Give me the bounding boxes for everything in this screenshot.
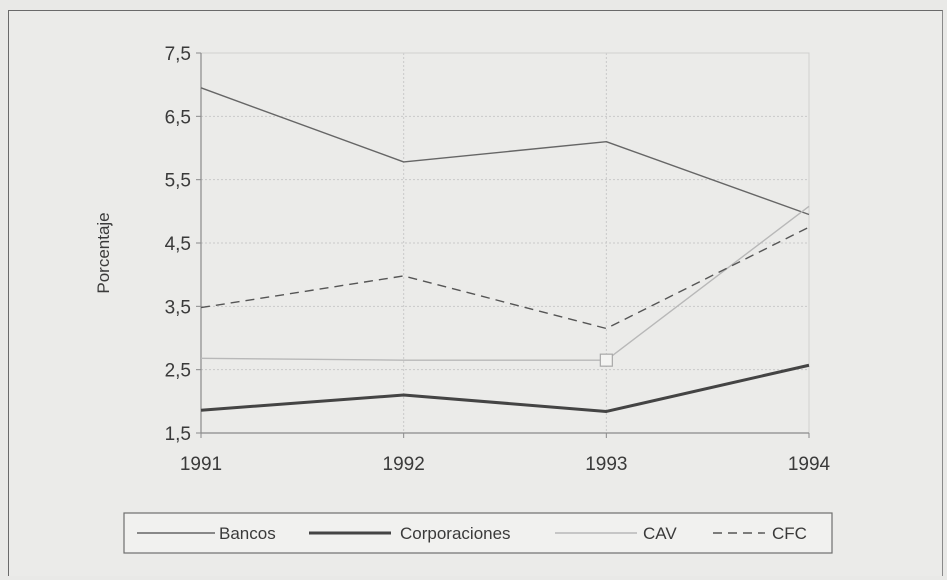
legend-label-cav: CAV	[643, 524, 677, 543]
legend: Bancos Corporaciones CAV CFC	[123, 512, 833, 554]
y-tick-label: 4,5	[165, 234, 191, 255]
line-chart: 1,5 2,5 3,5 4,5 5,5 6,5 7,5 1991 1992 1993 1994 P…	[94, 44, 833, 554]
y-tick-label: 6,5	[165, 107, 191, 128]
x-tick-label: 1993	[585, 454, 627, 475]
series-line-corporaciones	[200, 363, 810, 413]
y-tick-label: 1,5	[165, 424, 191, 445]
series-marker-cav	[599, 353, 613, 367]
x-tick-label: 1994	[788, 454, 831, 475]
legend-label-cfc: CFC	[772, 524, 807, 543]
legend-label-corporaciones: Corporaciones	[400, 524, 511, 543]
x-tick-label: 1992	[383, 454, 425, 475]
grid	[200, 52, 810, 434]
x-tick-labels: 1991 1992 1993 1994	[180, 433, 831, 475]
y-axis-title: Porcentaje	[94, 212, 113, 293]
chart-frame: 1,5 2,5 3,5 4,5 5,5 6,5 7,5 1991 1992 1993 1994 P…	[8, 10, 943, 576]
series-line-cfc	[200, 226, 810, 330]
y-tick-label: 2,5	[165, 361, 191, 382]
series-line-cav	[200, 205, 810, 361]
y-tick-label: 5,5	[165, 171, 191, 192]
series-lines	[200, 87, 810, 413]
legend-label-bancos: Bancos	[219, 524, 276, 543]
x-tick-label: 1991	[180, 454, 222, 475]
y-tick-label: 7,5	[165, 44, 191, 65]
y-tick-labels: 1,5 2,5 3,5 4,5 5,5 6,5 7,5	[165, 44, 201, 445]
series-line-bancos	[200, 87, 810, 216]
y-tick-label: 3,5	[165, 297, 191, 318]
